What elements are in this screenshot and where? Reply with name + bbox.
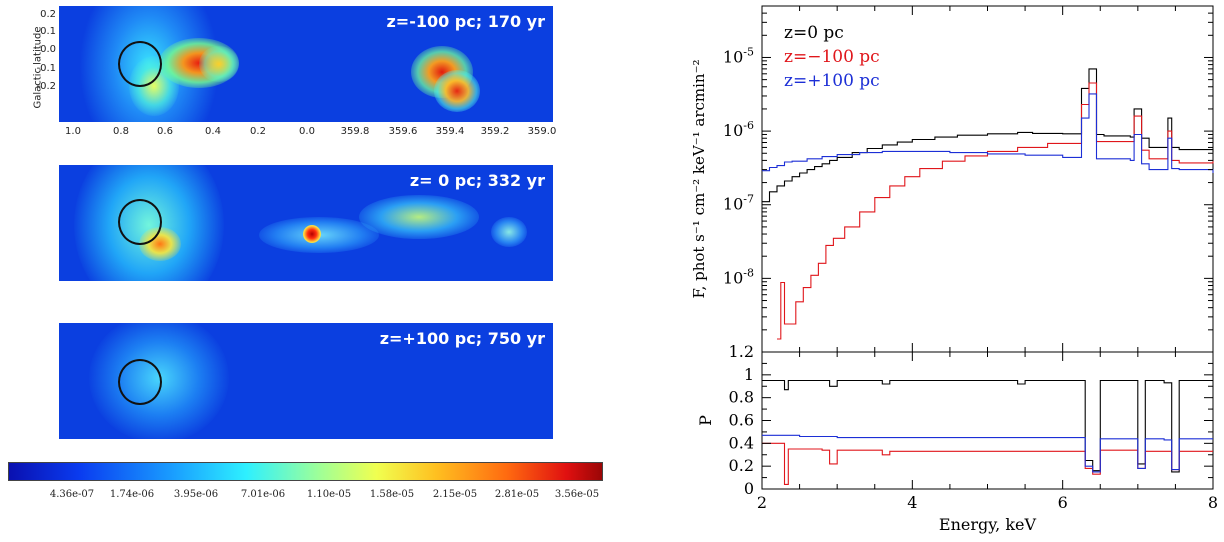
y-tick-base: 10 <box>723 268 743 287</box>
panel-label: z=+100 pc; 750 yr <box>379 329 545 348</box>
region-circle <box>118 199 162 245</box>
lon-tick: 359.0 <box>527 126 557 137</box>
emission-cluster <box>359 195 479 239</box>
x-tick-label: 8 <box>1208 493 1218 512</box>
lon-tick: 0.8 <box>113 126 129 137</box>
bright-source <box>303 225 321 243</box>
panel-label: z=-100 pc; 170 yr <box>386 12 545 31</box>
y-tick-exponent: -8 <box>743 266 754 279</box>
y-tick-base: 10 <box>723 47 743 66</box>
map-panel-z-minus-100: z=-100 pc; 170 yr <box>59 6 553 122</box>
colorbar-tick: 1.10e-05 <box>306 489 352 500</box>
y-tick-label: 10-6 <box>723 119 754 140</box>
emission-cluster <box>199 46 239 82</box>
lat-tick-4: -0.2 <box>36 81 56 92</box>
lon-tick: 0.0 <box>299 126 315 137</box>
region-circle <box>118 41 162 87</box>
colorbar-tick: 7.01e-06 <box>240 489 286 500</box>
y-tick-base: 10 <box>723 195 743 214</box>
lat-tick-2: 0.0 <box>40 44 56 55</box>
series-line-2 <box>762 93 1214 173</box>
legend-entry: z=+100 pc <box>784 71 880 91</box>
lat-tick-0: 0.2 <box>40 9 56 20</box>
y-tick-label: 0.2 <box>729 456 754 475</box>
y-tick-label: 10-5 <box>723 45 754 66</box>
lon-tick: 359.4 <box>435 126 465 137</box>
lon-tick: 359.2 <box>480 126 510 137</box>
emission-cluster <box>491 217 527 247</box>
y-axis-title: P <box>696 415 715 426</box>
colorbar-tick: 4.36e-07 <box>49 489 95 500</box>
y-tick-label: 0.8 <box>729 388 754 407</box>
emission-cluster <box>434 70 480 112</box>
lon-tick: 0.6 <box>157 126 173 137</box>
lat-tick-3: -0.1 <box>36 63 56 74</box>
map-panel-z-plus-100: z=+100 pc; 750 yr <box>59 323 553 439</box>
colorbar-tick: 3.56e-05 <box>554 489 600 500</box>
colorbar-tick: 3.95e-06 <box>173 489 219 500</box>
legend-entry: z=−100 pc <box>784 47 880 67</box>
y-tick-label: 10-8 <box>723 266 754 287</box>
x-tick-label: 2 <box>757 493 767 512</box>
y-tick-label: 0.4 <box>729 433 754 452</box>
series-line-1 <box>777 82 1214 340</box>
y-tick-label: 1.2 <box>729 342 754 361</box>
lon-tick: 1.0 <box>65 126 81 137</box>
colorbar-tick: 2.15e-05 <box>432 489 478 500</box>
y-tick-exponent: -6 <box>743 119 754 132</box>
lon-tick: 0.2 <box>250 126 266 137</box>
y-tick-label: 0 <box>744 479 754 498</box>
colorbar <box>8 462 603 481</box>
colorbar-tick: 1.74e-06 <box>109 489 155 500</box>
colorbar-tick: 1.58e-05 <box>369 489 415 500</box>
x-axis-title: Energy, keV <box>939 515 1037 534</box>
y-tick-label: 10-7 <box>723 193 754 214</box>
y-tick-label: 1 <box>744 365 754 384</box>
polarization-plot: 2 4 6 8 Energy, keV 0 0.2 0.4 0.6 0.8 1 1.2 P <box>696 342 1218 534</box>
y-tick-exponent: -5 <box>743 45 754 58</box>
x-tick-label: 6 <box>1058 493 1068 512</box>
y-tick-label: 0.6 <box>729 411 754 430</box>
legend-entry: z=0 pc <box>784 23 844 43</box>
x-tick-label: 4 <box>907 493 917 512</box>
series-line-2 <box>762 434 1213 473</box>
lon-tick: 359.8 <box>340 126 370 137</box>
y-tick-exponent: -7 <box>743 193 754 206</box>
lon-tick: 359.6 <box>388 126 418 137</box>
flux-spectrum-plot: 10-810-710-610-5F, phot s⁻¹ cm⁻² keV⁻¹ a… <box>690 5 1214 353</box>
series-line-0 <box>762 68 1214 203</box>
panel-label: z= 0 pc; 332 yr <box>409 171 545 190</box>
lon-tick: 0.4 <box>205 126 221 137</box>
y-axis-title: F, phot s⁻¹ cm⁻² keV⁻¹ arcmin⁻² <box>690 59 708 298</box>
y-tick-base: 10 <box>723 121 743 140</box>
series-line-0 <box>762 379 1213 473</box>
colorbar-tick: 2.81e-05 <box>494 489 540 500</box>
lat-tick-1: 0.1 <box>40 26 56 37</box>
region-circle <box>118 359 162 405</box>
map-panel-z-0: z= 0 pc; 332 yr <box>59 165 553 281</box>
